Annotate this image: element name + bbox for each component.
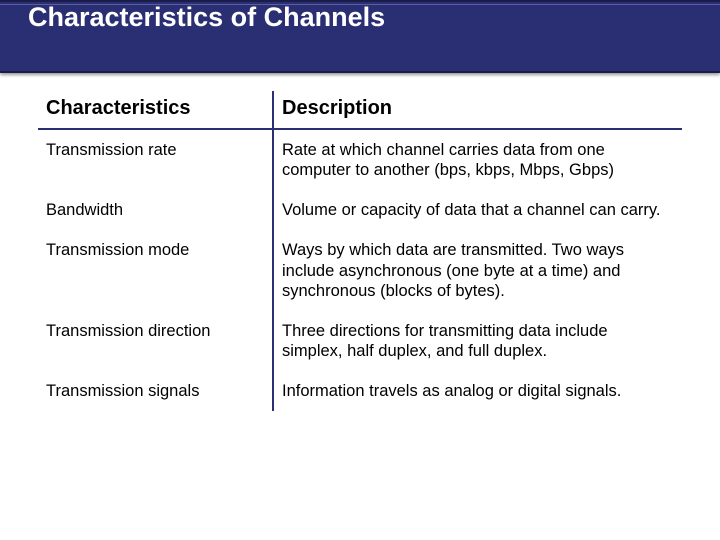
content-area: Characteristics Description Transmission… — [0, 73, 720, 411]
cell-characteristic: Transmission direction — [38, 311, 273, 371]
slide: Characteristics of Channels Characterist… — [0, 0, 720, 540]
cell-description: Volume or capacity of data that a channe… — [273, 190, 682, 230]
cell-characteristic: Bandwidth — [38, 190, 273, 230]
cell-description: Three directions for transmitting data i… — [273, 311, 682, 371]
table-row: Transmission rate Rate at which channel … — [38, 129, 682, 190]
table-header-row: Characteristics Description — [38, 91, 682, 129]
cell-description: Rate at which channel carries data from … — [273, 129, 682, 190]
column-header-characteristics: Characteristics — [38, 91, 273, 129]
cell-characteristic: Transmission signals — [38, 371, 273, 411]
cell-characteristic: Transmission rate — [38, 129, 273, 190]
table-row: Transmission mode Ways by which data are… — [38, 230, 682, 310]
table-body: Transmission rate Rate at which channel … — [38, 129, 682, 411]
table-row: Bandwidth Volume or capacity of data tha… — [38, 190, 682, 230]
cell-characteristic: Transmission mode — [38, 230, 273, 310]
table-row: Transmission direction Three directions … — [38, 311, 682, 371]
column-header-description: Description — [273, 91, 682, 129]
cell-description: Ways by which data are transmitted. Two … — [273, 230, 682, 310]
cell-description: Information travels as analog or digital… — [273, 371, 682, 411]
table-row: Transmission signals Information travels… — [38, 371, 682, 411]
characteristics-table: Characteristics Description Transmission… — [38, 91, 682, 411]
title-band: Characteristics of Channels — [0, 0, 720, 73]
slide-title: Characteristics of Channels — [28, 2, 720, 33]
